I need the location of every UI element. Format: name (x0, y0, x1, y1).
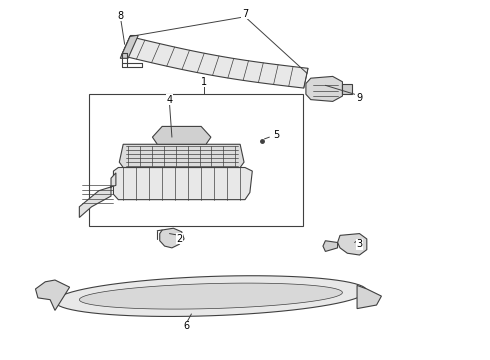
Polygon shape (160, 228, 184, 248)
Bar (89, 94, 303, 226)
Text: 6: 6 (183, 321, 190, 332)
Text: 3: 3 (356, 239, 363, 249)
Text: 8: 8 (118, 11, 124, 21)
Polygon shape (119, 144, 244, 167)
Polygon shape (55, 276, 367, 316)
Text: 1: 1 (200, 77, 207, 87)
Polygon shape (79, 173, 116, 217)
Text: 2: 2 (176, 234, 182, 244)
Text: 7: 7 (242, 9, 248, 19)
Polygon shape (357, 285, 381, 309)
Text: 9: 9 (356, 93, 363, 103)
Polygon shape (120, 36, 138, 58)
Polygon shape (35, 280, 70, 310)
Text: 5: 5 (273, 130, 280, 140)
Polygon shape (114, 167, 252, 200)
Polygon shape (343, 84, 352, 94)
Polygon shape (338, 234, 367, 255)
Text: 4: 4 (167, 95, 172, 105)
Polygon shape (152, 126, 211, 144)
Polygon shape (122, 36, 308, 88)
Polygon shape (79, 283, 343, 309)
Polygon shape (306, 76, 343, 102)
Polygon shape (323, 241, 338, 251)
